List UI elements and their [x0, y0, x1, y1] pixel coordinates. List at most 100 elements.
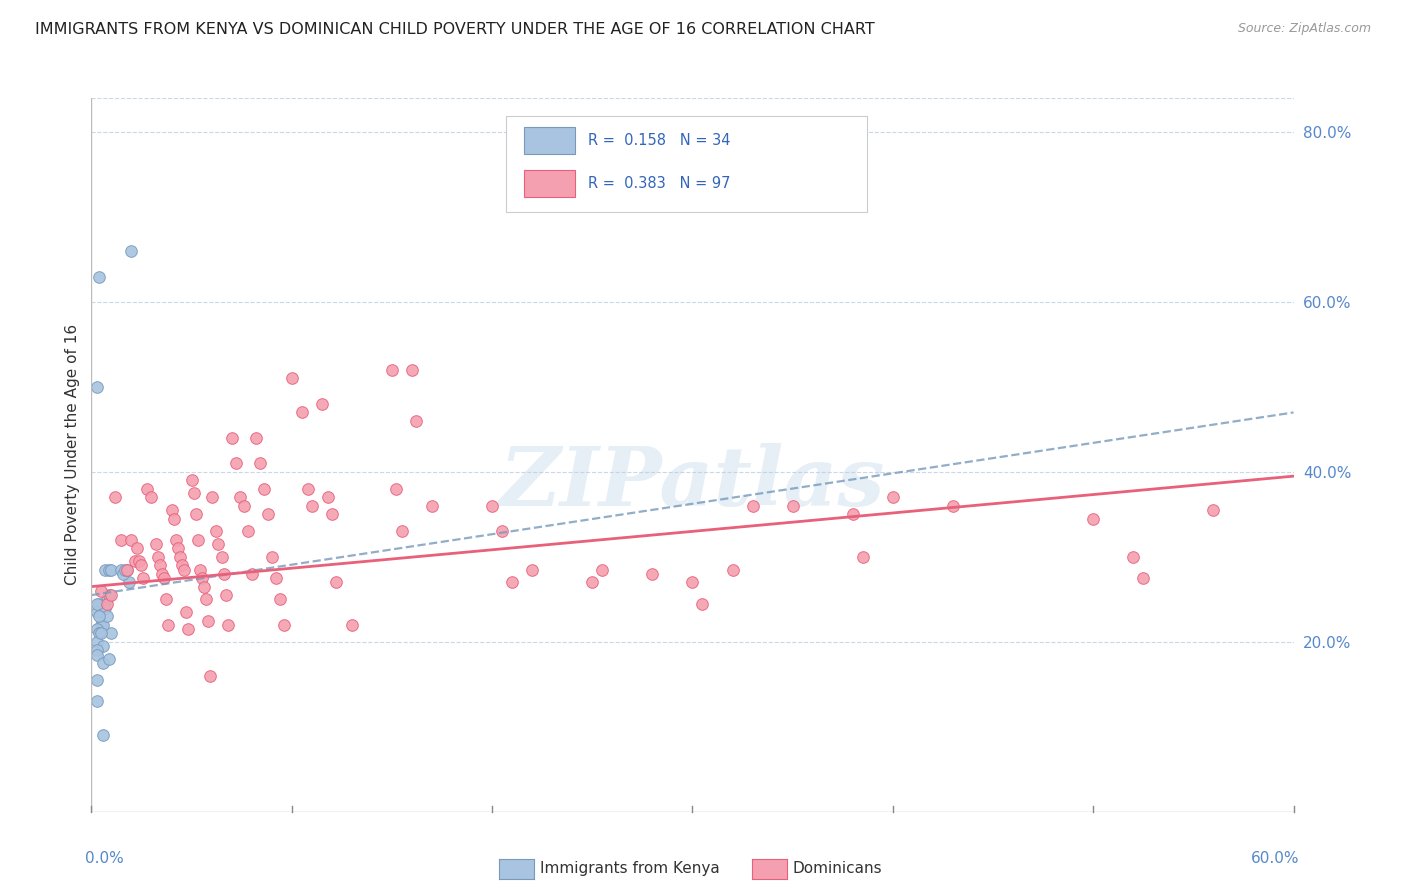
Point	[1083, 511, 1105, 525]
FancyBboxPatch shape	[524, 128, 575, 154]
Point	[89, 609, 111, 624]
Point	[96, 592, 118, 607]
Point	[160, 503, 183, 517]
Point	[131, 558, 153, 573]
Point	[882, 491, 904, 505]
Point	[228, 491, 250, 505]
Point	[104, 491, 127, 505]
Text: Dominicans: Dominicans	[793, 862, 883, 876]
Point	[156, 617, 179, 632]
Point	[110, 563, 132, 577]
Point	[114, 563, 136, 577]
Point	[118, 575, 141, 590]
Point	[236, 524, 259, 539]
Point	[86, 694, 108, 708]
Point	[681, 575, 703, 590]
Point	[93, 728, 115, 742]
Point	[166, 541, 188, 556]
Point	[93, 656, 115, 670]
Point	[401, 363, 423, 377]
Point	[281, 371, 304, 385]
Point	[184, 508, 207, 522]
Point	[782, 499, 804, 513]
Point	[124, 554, 146, 568]
Text: Source: ZipAtlas.com: Source: ZipAtlas.com	[1237, 22, 1371, 36]
Point	[96, 609, 118, 624]
Point	[692, 597, 714, 611]
Point	[152, 571, 174, 585]
Point	[86, 643, 108, 657]
Point	[117, 563, 139, 577]
Point	[174, 605, 197, 619]
Y-axis label: Child Poverty Under the Age of 16: Child Poverty Under the Age of 16	[65, 325, 80, 585]
Point	[391, 524, 413, 539]
Point	[100, 588, 122, 602]
Point	[162, 511, 184, 525]
Point	[94, 600, 117, 615]
Point	[211, 549, 233, 564]
Point	[381, 363, 404, 377]
Point	[253, 482, 276, 496]
Point	[201, 491, 224, 505]
Point	[581, 575, 603, 590]
Point	[127, 541, 149, 556]
Point	[217, 617, 239, 632]
Point	[942, 499, 965, 513]
Point	[128, 554, 150, 568]
Point	[176, 622, 198, 636]
Text: 0.0%: 0.0%	[86, 851, 124, 866]
Point	[316, 491, 339, 505]
Text: R =  0.158   N = 34: R = 0.158 N = 34	[588, 134, 730, 148]
Point	[190, 571, 212, 585]
Point	[121, 533, 143, 547]
Point	[214, 588, 236, 602]
Point	[260, 549, 283, 564]
Point	[188, 563, 211, 577]
Point	[148, 558, 170, 573]
Point	[110, 533, 132, 547]
Point	[301, 499, 323, 513]
Point	[249, 457, 271, 471]
Point	[150, 566, 173, 581]
Point	[132, 571, 155, 585]
Point	[155, 592, 177, 607]
Point	[340, 617, 363, 632]
Point	[90, 617, 112, 632]
Point	[741, 499, 763, 513]
Point	[121, 244, 143, 258]
Point	[89, 269, 111, 284]
Text: 60.0%: 60.0%	[1251, 851, 1299, 866]
Point	[481, 499, 503, 513]
Point	[264, 571, 287, 585]
Point	[1202, 503, 1225, 517]
Point	[86, 605, 108, 619]
Point	[86, 673, 108, 687]
Text: IMMIGRANTS FROM KENYA VS DOMINICAN CHILD POVERTY UNDER THE AGE OF 16 CORRELATION: IMMIGRANTS FROM KENYA VS DOMINICAN CHILD…	[35, 22, 875, 37]
Point	[141, 491, 163, 505]
Point	[212, 566, 235, 581]
Point	[89, 626, 111, 640]
Point	[117, 563, 139, 577]
Point	[522, 563, 544, 577]
Point	[136, 482, 159, 496]
Point	[321, 508, 343, 522]
FancyBboxPatch shape	[506, 116, 866, 212]
Point	[194, 592, 217, 607]
Point	[311, 397, 333, 411]
Point	[232, 499, 254, 513]
Point	[165, 533, 187, 547]
Point	[90, 583, 112, 598]
Point	[89, 597, 111, 611]
Point	[98, 588, 121, 602]
Point	[245, 431, 267, 445]
Point	[86, 635, 108, 649]
Point	[169, 549, 191, 564]
Point	[86, 597, 108, 611]
Point	[86, 622, 108, 636]
Point	[112, 566, 135, 581]
Point	[841, 508, 863, 522]
Point	[145, 537, 167, 551]
Point	[721, 563, 744, 577]
Point	[852, 549, 875, 564]
Point	[170, 558, 193, 573]
